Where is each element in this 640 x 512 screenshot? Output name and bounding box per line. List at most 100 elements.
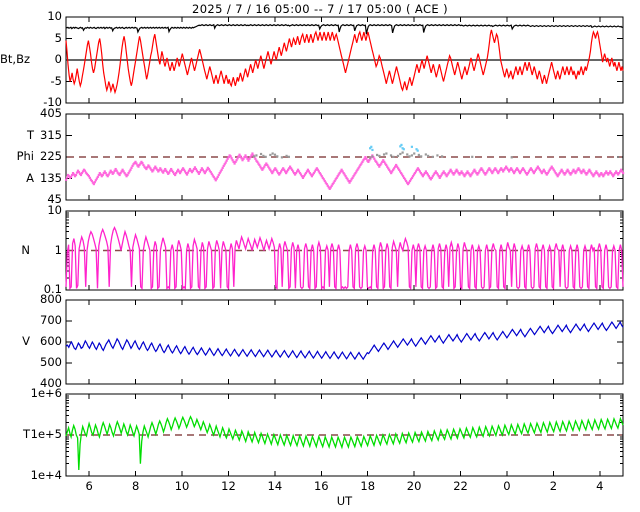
- data-point: [237, 155, 240, 158]
- data-point: [461, 172, 464, 175]
- data-point: [500, 167, 503, 170]
- data-point: [278, 173, 281, 176]
- series-theta: [252, 151, 513, 159]
- data-point: [283, 168, 286, 171]
- data-point: [519, 170, 523, 173]
- data-point: [114, 167, 117, 171]
- data-point: [401, 151, 404, 154]
- data-point: [133, 161, 136, 165]
- trace-v: [65, 320, 624, 361]
- data-point: [176, 170, 179, 173]
- data-point: [535, 167, 538, 170]
- data-point: [607, 173, 610, 176]
- data-point: [337, 173, 340, 176]
- trace-n: [65, 226, 624, 291]
- data-point: [458, 173, 461, 176]
- data-point: [559, 170, 562, 173]
- data-point: [180, 168, 184, 171]
- data-point: [115, 169, 118, 172]
- data-point: [260, 167, 263, 170]
- data-point: [335, 176, 338, 179]
- data-point: [102, 172, 105, 175]
- data-point: [204, 170, 207, 173]
- data-point: [368, 159, 371, 162]
- data-point: [394, 165, 397, 168]
- ytick-label: 10: [47, 9, 62, 23]
- data-point: [130, 166, 133, 169]
- data-point: [107, 173, 110, 176]
- data-point: [490, 170, 493, 173]
- ytick-label: 1e+6: [30, 386, 62, 400]
- data-point: [203, 172, 206, 175]
- data-point: [445, 175, 448, 178]
- data-point: [182, 168, 186, 171]
- data-point: [271, 172, 274, 175]
- data-point: [379, 163, 382, 167]
- xtick-label: 8: [131, 479, 140, 493]
- data-point: [72, 173, 76, 176]
- data-point: [333, 179, 336, 183]
- data-point: [386, 165, 389, 168]
- data-point: [396, 165, 399, 168]
- data-point: [230, 157, 233, 160]
- data-point: [248, 157, 251, 160]
- data-point: [530, 168, 534, 171]
- data-point: [619, 170, 622, 173]
- data-point: [195, 169, 199, 172]
- data-point: [430, 176, 433, 179]
- data-point: [477, 172, 480, 175]
- data-point: [197, 172, 201, 175]
- data-point: [271, 152, 274, 155]
- data-point: [518, 172, 522, 175]
- data-point: [357, 167, 360, 170]
- data-point: [389, 154, 393, 157]
- data-point: [163, 169, 166, 172]
- data-point: [513, 170, 517, 173]
- data-point: [66, 173, 70, 177]
- data-point: [172, 171, 175, 174]
- data-point: [78, 172, 82, 175]
- data-point: [440, 173, 443, 176]
- data-point: [486, 170, 489, 173]
- data-point: [259, 152, 263, 156]
- data-point: [540, 172, 543, 175]
- data-point: [385, 152, 388, 155]
- data-point: [457, 172, 460, 175]
- data-point: [363, 157, 366, 160]
- data-point: [313, 170, 316, 173]
- data-point: [173, 172, 176, 175]
- data-point: [164, 167, 167, 171]
- data-point: [343, 173, 346, 176]
- data-point: [276, 155, 279, 158]
- data-point: [376, 162, 379, 165]
- trace-bt: [65, 23, 624, 35]
- data-point: [287, 168, 290, 171]
- data-point: [264, 155, 267, 158]
- data-point: [326, 184, 329, 187]
- data-point: [449, 168, 452, 171]
- ytick-label: 315: [40, 127, 62, 142]
- data-point: [578, 168, 581, 171]
- data-point: [546, 172, 549, 175]
- data-point: [338, 172, 341, 175]
- data-point: [124, 173, 127, 176]
- data-point: [594, 172, 597, 175]
- data-point: [220, 168, 223, 171]
- data-point: [510, 167, 513, 170]
- data-point: [448, 170, 451, 173]
- data-point: [354, 172, 357, 175]
- data-point: [250, 154, 253, 157]
- data-point: [456, 170, 459, 173]
- data-point: [408, 155, 411, 158]
- data-point: [560, 168, 563, 171]
- data-point: [359, 163, 362, 167]
- data-point: [188, 167, 192, 171]
- data-point: [404, 179, 408, 183]
- data-point: [605, 170, 608, 173]
- data-point: [460, 170, 463, 173]
- data-point: [384, 162, 387, 165]
- data-point: [186, 171, 190, 174]
- data-point: [116, 171, 119, 174]
- data-point: [151, 170, 154, 173]
- data-point: [307, 170, 311, 173]
